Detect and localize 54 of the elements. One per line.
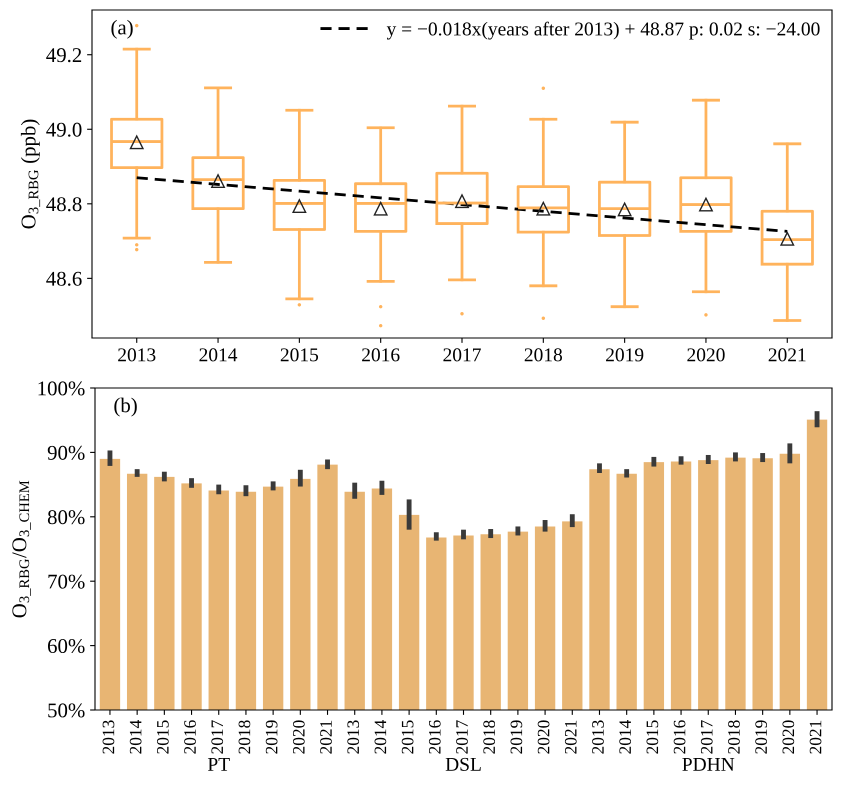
x-tick-label: 2015 xyxy=(156,720,169,754)
x-tick-label: 2018 xyxy=(524,348,562,362)
x-tick-label: 2014 xyxy=(374,720,386,754)
x-tick-label: 2018 xyxy=(483,720,496,754)
x-tick-label: 2014 xyxy=(619,720,632,754)
x-tick-label: 2021 xyxy=(564,720,577,754)
x-tick-label: 2020 xyxy=(292,720,305,754)
x-tick-label: 2019 xyxy=(755,720,767,754)
text: PT xyxy=(208,758,230,771)
x-tick-label: 2017 xyxy=(211,720,224,754)
y-tick-label: 60% xyxy=(48,638,85,654)
x-tick-label: 2017 xyxy=(456,720,468,754)
legend-label: y = −0.018x(years after 2013) + 48.87 p: 0.02 s: −24.00 xyxy=(386,22,820,40)
x-tick-label: 2019 xyxy=(510,720,522,754)
x-tick-label: 2017 xyxy=(443,348,481,362)
text: DSL xyxy=(446,758,481,771)
x-tick-label: 2019 xyxy=(266,720,278,754)
x-tick-label: 2019 xyxy=(606,348,644,362)
y-tick-label: 100% xyxy=(38,381,85,396)
y-axis-title: O$_{3_RBG}$ (ppb) xyxy=(20,120,40,228)
x-tick-label: 2013 xyxy=(347,720,360,754)
x-tick-label: 2013 xyxy=(592,720,604,754)
y-tick-label: 48.6 xyxy=(46,272,82,286)
x-tick-label: 2016 xyxy=(674,720,686,754)
annotation: (b) xyxy=(114,398,137,417)
x-tick-label: 2018 xyxy=(728,720,740,754)
x-tick-label: 2016 xyxy=(428,720,441,754)
y-tick-label: 80% xyxy=(48,510,85,524)
y-tick-label: 49.2 xyxy=(46,48,82,62)
x-tick-label: 2015 xyxy=(280,348,318,362)
y-tick-label: 48.8 xyxy=(46,197,82,212)
y-tick-label: 50% xyxy=(48,703,85,718)
x-tick-label: 2018 xyxy=(238,720,250,754)
x-tick-label: 2015 xyxy=(402,720,414,754)
x-tick-label: 2021 xyxy=(320,720,332,754)
y-tick-label: 70% xyxy=(48,574,85,589)
x-tick-label: 2021 xyxy=(810,720,822,754)
x-tick-label: 2013 xyxy=(118,348,156,362)
y-axis-title: O$_{3_RBG}$/O$_{3_CHEM}$ xyxy=(12,480,31,618)
x-tick-label: 2015 xyxy=(646,720,658,754)
y-tick-label: 49.0 xyxy=(46,122,82,137)
text: PDHN xyxy=(682,758,734,771)
x-tick-label: 2013 xyxy=(102,720,114,754)
y-tick-label: 90% xyxy=(48,446,85,460)
x-tick-label: 2017 xyxy=(700,720,713,754)
x-tick-label: 2014 xyxy=(130,720,142,754)
x-tick-label: 2014 xyxy=(199,348,238,362)
x-tick-label: 2016 xyxy=(184,720,196,754)
x-tick-label: 2020 xyxy=(782,720,794,754)
annotation: (a) xyxy=(111,20,133,39)
x-tick-label: 2016 xyxy=(362,348,400,362)
x-tick-label: 2020 xyxy=(538,720,550,754)
x-tick-label: 2020 xyxy=(687,348,725,362)
x-tick-label: 2021 xyxy=(768,348,806,362)
